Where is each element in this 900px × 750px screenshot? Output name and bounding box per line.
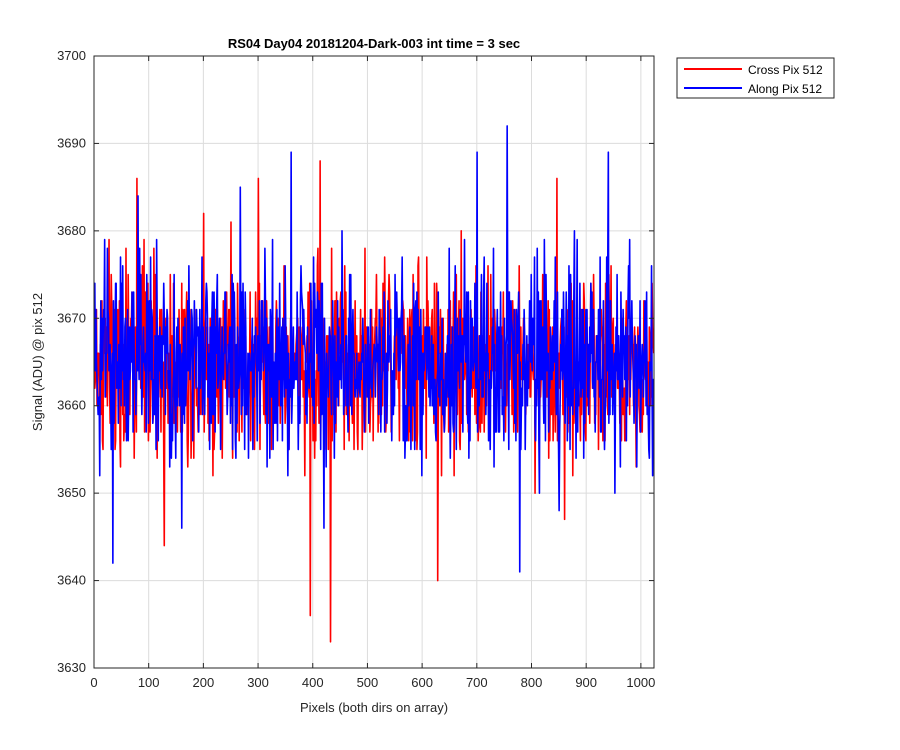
y-tick-label: 3700 <box>57 48 86 63</box>
y-tick-label: 3630 <box>57 660 86 675</box>
x-tick-label: 300 <box>247 675 269 690</box>
y-tick-label: 3650 <box>57 485 86 500</box>
x-tick-label: 800 <box>521 675 543 690</box>
chart-title: RS04 Day04 20181204-Dark-003 int time = … <box>228 36 520 51</box>
x-tick-label: 400 <box>302 675 324 690</box>
y-tick-label: 3690 <box>57 135 86 150</box>
y-tick-label: 3670 <box>57 310 86 325</box>
y-tick-label: 3660 <box>57 398 86 413</box>
legend-label-cross: Cross Pix 512 <box>748 63 823 77</box>
x-tick-label: 200 <box>193 675 215 690</box>
x-tick-label: 1000 <box>626 675 655 690</box>
x-tick-label: 900 <box>575 675 597 690</box>
plot-box <box>93 55 655 669</box>
legend-label-along: Along Pix 512 <box>748 82 822 96</box>
x-axis: 0 100 200 300 400 500 600 700 800 900 1000 <box>90 56 655 690</box>
x-tick-label: 0 <box>90 675 97 690</box>
y-axis-label: Signal (ADU) @ pix 512 <box>30 293 45 431</box>
y-axis: 3630 3640 3650 3660 3670 3680 3690 3700 <box>57 48 654 675</box>
legend-box <box>676 57 835 99</box>
x-tick-label: 500 <box>357 675 379 690</box>
x-tick-label: 600 <box>411 675 433 690</box>
legend: Cross Pix 512 Along Pix 512 <box>676 57 835 99</box>
series-line-along-pix-512 <box>94 125 654 573</box>
y-tick-label: 3680 <box>57 223 86 238</box>
x-tick-label: 700 <box>466 675 488 690</box>
y-tick-label: 3640 <box>57 573 86 588</box>
x-tick-label: 100 <box>138 675 160 690</box>
series-layer <box>94 125 654 643</box>
x-axis-label: Pixels (both dirs on array) <box>300 700 448 715</box>
